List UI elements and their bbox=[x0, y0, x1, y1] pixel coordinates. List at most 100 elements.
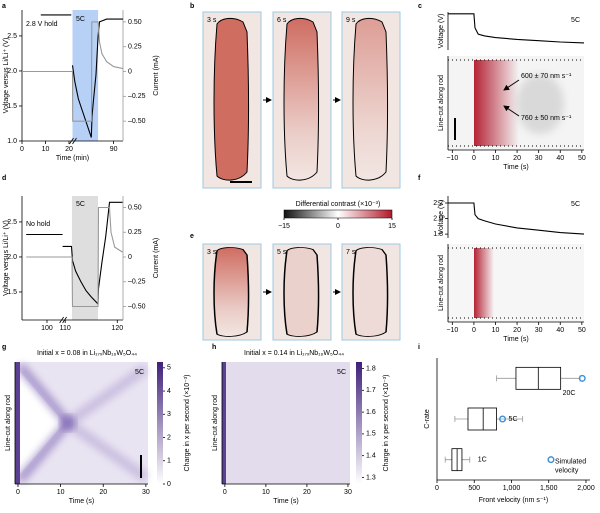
colorbar-tick-label: −15 bbox=[278, 223, 290, 230]
annotation: 600 ± 70 nm s⁻¹ bbox=[521, 73, 572, 80]
axis-break bbox=[72, 137, 77, 145]
panel-label: e bbox=[190, 233, 194, 240]
panel-title: Initial x = 0.08 in Li₁₇ₓNb₁₆W₅O₄₄ bbox=[37, 350, 137, 357]
colorbar-tick-label: 15 bbox=[388, 223, 396, 230]
x-axis-label: Time (s) bbox=[503, 336, 528, 343]
annotation: Simulated bbox=[555, 459, 586, 466]
y-tick-label: –0.25 bbox=[128, 279, 146, 286]
y-tick-label: 2.0 bbox=[7, 68, 17, 75]
data-line bbox=[448, 202, 585, 235]
frame-label: 7 s bbox=[346, 249, 356, 256]
y-axis-label: Line-cut along rod bbox=[212, 395, 219, 451]
panel-label: a bbox=[2, 3, 6, 10]
colorbar-tick-label: 3 bbox=[167, 411, 171, 418]
frame-label: 9 s bbox=[346, 17, 356, 24]
annotation: 5C bbox=[337, 369, 346, 376]
x-tick-label: −10 bbox=[446, 327, 458, 334]
y-axis-label: Line-cut along rod bbox=[5, 395, 12, 451]
y-axis-label: Line-cut along rod bbox=[438, 255, 445, 311]
x-tick-label: 2,000 bbox=[577, 485, 595, 492]
frame-label: 6 s bbox=[277, 17, 287, 24]
colorbar-tick-label: 1.4 bbox=[366, 453, 376, 460]
y-tick-label: 1.8 bbox=[433, 231, 443, 238]
x-tick-label: 10 bbox=[42, 146, 50, 153]
y-axis-label: Voltage (V) bbox=[438, 14, 445, 49]
x-tick-label: 90 bbox=[110, 146, 118, 153]
y-tick-label: –0.50 bbox=[128, 118, 146, 125]
x-tick-label: 20 bbox=[513, 327, 521, 334]
axis-break bbox=[69, 137, 74, 145]
x-tick-label: 30 bbox=[535, 155, 543, 162]
annotation: 760 ± 50 nm s⁻¹ bbox=[521, 115, 572, 122]
colorbar-label: Charge in x per second (×10⁻³) bbox=[383, 375, 390, 472]
y-tick-label: 0.25 bbox=[128, 229, 142, 236]
y-tick-label: 2.5 bbox=[7, 33, 17, 40]
y-axis-label: Voltage versus Li/Li⁺ (V) bbox=[3, 38, 10, 114]
data-line bbox=[26, 206, 123, 308]
colorbar-tick-label: 1 bbox=[167, 458, 171, 465]
colorbar bbox=[356, 362, 362, 484]
x-tick-label: 0 bbox=[472, 327, 476, 334]
x-tick-label: 30 bbox=[142, 489, 150, 496]
frame-label: 3 s bbox=[207, 249, 217, 256]
x-tick-label: 110 bbox=[60, 325, 71, 332]
panel-label: h bbox=[212, 344, 216, 351]
x-tick-label: 0 bbox=[223, 489, 227, 496]
x-tick-label: 0 bbox=[435, 485, 439, 492]
x-axis-label: Time (min) bbox=[56, 155, 89, 162]
annotation: No hold bbox=[26, 221, 50, 228]
x-tick-label: 500 bbox=[468, 485, 480, 492]
x-tick-label: 20 bbox=[65, 146, 73, 153]
heatmap-decoration bbox=[15, 56, 584, 484]
y-tick-label: 0 bbox=[128, 254, 132, 261]
y-tick-label: 0.50 bbox=[128, 204, 142, 211]
image-decoration bbox=[202, 11, 401, 341]
y-axis-label: Voltage (V) bbox=[438, 200, 445, 235]
annotation: 5C bbox=[571, 201, 580, 208]
y-axis-label: Line-cut along rod bbox=[438, 75, 445, 131]
y-tick-label: 1.0 bbox=[7, 138, 17, 145]
x-tick-label: 10 bbox=[492, 327, 500, 334]
panel-label: c bbox=[418, 3, 422, 10]
colorbar-label: Charge in x per second (×10⁻³) bbox=[184, 375, 191, 472]
x-axis-label: Time (s) bbox=[69, 498, 94, 505]
panel-label: d bbox=[2, 175, 6, 182]
annotation: 5C bbox=[76, 16, 85, 23]
colorbar-tick-label: 0 bbox=[336, 223, 340, 230]
y-tick-label: 2.0 bbox=[7, 254, 17, 261]
y-axis-label: C-rate bbox=[424, 409, 431, 429]
panel-label: g bbox=[2, 344, 6, 351]
y-tick-label: 2.5 bbox=[7, 219, 17, 226]
data-line bbox=[448, 13, 585, 44]
x-tick-label: 1,500 bbox=[540, 485, 558, 492]
colorbar-tick-label: 1.8 bbox=[366, 365, 376, 372]
colorbar bbox=[283, 209, 393, 219]
x-tick-label: 40 bbox=[556, 327, 564, 334]
x-axis-label: Front velocity (nm s⁻¹) bbox=[479, 497, 548, 504]
data-line bbox=[22, 21, 124, 122]
shaded-region bbox=[71, 196, 99, 320]
frame-label: 3 s bbox=[207, 17, 217, 24]
colorbar-tick-label: 2 bbox=[167, 434, 171, 441]
x-axis-label: Time (s) bbox=[273, 498, 298, 505]
x-tick-label: 20 bbox=[99, 489, 107, 496]
colorbar-tick-label: 1.7 bbox=[366, 387, 376, 394]
x-tick-label: 30 bbox=[344, 489, 352, 496]
x-tick-label: 10 bbox=[492, 155, 500, 162]
simulated-point bbox=[547, 456, 555, 464]
x-axis-label: Time (s) bbox=[503, 164, 528, 171]
y-axis-label: Voltage versus Li/Li⁺ (V) bbox=[3, 220, 10, 296]
x-tick-label: 20 bbox=[513, 155, 521, 162]
x-tick-label: 0 bbox=[16, 489, 20, 496]
colorbar-tick-label: 5 bbox=[167, 365, 171, 372]
x-tick-label: 10 bbox=[57, 489, 65, 496]
y-tick-label: 1.5 bbox=[7, 289, 17, 296]
axis-break bbox=[62, 316, 67, 324]
y-tick-label: 0.25 bbox=[128, 44, 142, 51]
colorbar-tick-label: 1.6 bbox=[366, 409, 376, 416]
panel-label: b bbox=[190, 3, 194, 10]
x-tick-label: 40 bbox=[556, 155, 564, 162]
annotation: 5C bbox=[571, 17, 580, 24]
